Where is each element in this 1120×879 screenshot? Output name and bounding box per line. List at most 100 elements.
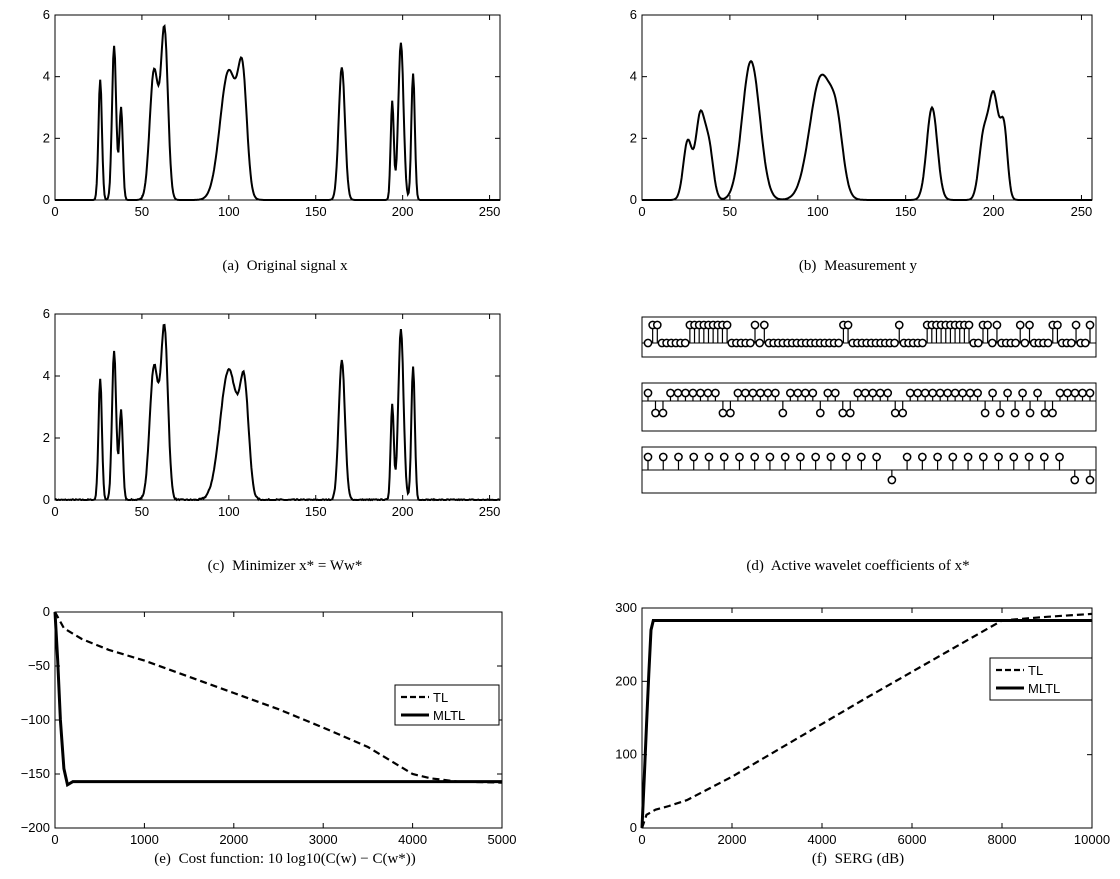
y-tick-label-c: 6 xyxy=(43,306,50,321)
stem-marker xyxy=(964,320,974,330)
x-tick-label-a: 100 xyxy=(218,204,240,219)
stem-marker xyxy=(826,452,836,462)
stem-marker xyxy=(883,388,893,398)
series-line-tl xyxy=(54,611,503,784)
x-tick-label-c: 100 xyxy=(218,504,240,519)
stem-marker xyxy=(681,388,690,398)
stem-marker xyxy=(1024,452,1034,462)
stem-marker xyxy=(722,320,732,330)
stem-marker xyxy=(845,408,855,418)
y-tick-label-e: −100 xyxy=(21,712,50,727)
stem-marker xyxy=(750,320,760,330)
x-tick-label-a: 150 xyxy=(305,204,327,219)
x-tick-label-c: 50 xyxy=(135,504,149,519)
stem-marker xyxy=(1043,338,1053,348)
y-tick-label-e: −200 xyxy=(21,820,50,835)
legend-label-mltl: MLTL xyxy=(1028,681,1060,696)
stem-marker xyxy=(965,388,975,398)
stem-marker xyxy=(674,452,683,462)
stem-marker xyxy=(703,388,713,398)
stem-marker xyxy=(1025,320,1034,330)
x-tick-label-e: 5000 xyxy=(488,832,517,847)
stem-marker xyxy=(658,408,668,418)
stem-marker xyxy=(1039,452,1049,462)
stem-marker xyxy=(1055,452,1064,462)
caption-b-label: (b) xyxy=(798,258,817,274)
x-tick-label-e: 0 xyxy=(51,832,58,847)
stem-marker xyxy=(759,320,769,330)
legend-box-f xyxy=(989,657,1093,701)
y-tick-label-f: 0 xyxy=(630,820,637,835)
stem-marker xyxy=(1015,320,1025,330)
stem-marker xyxy=(780,452,790,462)
chart-panel-f: 0 2000 4000 6000 8000 10000 0 100 200 300 TL MLTL xyxy=(615,600,1110,847)
stem-marker xyxy=(917,452,927,462)
stem-marker xyxy=(898,408,908,418)
stem-marker xyxy=(689,452,699,462)
plot-frame-b xyxy=(641,14,1093,201)
stem-marker xyxy=(1080,338,1090,348)
stem-marker xyxy=(719,452,729,462)
x-tick-label-b: 150 xyxy=(895,204,917,219)
stem-marker xyxy=(1071,320,1081,330)
series-line-mltl xyxy=(53,611,502,788)
stem-row-frame-1 xyxy=(641,382,1097,432)
caption-a: (a) Original signal x xyxy=(15,258,555,275)
x-tick-label-f: 2000 xyxy=(718,832,747,847)
stem-marker xyxy=(894,320,904,330)
stem-marker xyxy=(943,388,953,398)
caption-d-text: Active wavelet coefficients of x* xyxy=(770,558,970,574)
stem-marker xyxy=(1085,475,1095,485)
stem-marker xyxy=(933,452,942,462)
stem-marker xyxy=(796,452,805,462)
stem-marker xyxy=(1033,388,1042,398)
stem-marker xyxy=(1078,388,1087,398)
stem-marker xyxy=(711,388,720,398)
stem-marker xyxy=(1067,338,1076,348)
stem-marker xyxy=(973,388,982,398)
x-tick-label-c: 250 xyxy=(479,504,501,519)
stem-marker xyxy=(748,388,758,398)
series-line-tl xyxy=(640,612,1093,829)
stem-marker xyxy=(815,408,825,418)
stem-marker xyxy=(843,320,853,330)
x-tick-label-a: 250 xyxy=(479,204,501,219)
stem-marker xyxy=(643,338,653,348)
stem-marker xyxy=(890,408,900,418)
legend-label-tl: TL xyxy=(433,690,448,705)
y-tick-label-a: 4 xyxy=(43,69,50,84)
stem-marker xyxy=(973,338,983,348)
stem-marker xyxy=(688,388,698,398)
stem-marker xyxy=(652,320,662,330)
caption-a-label: (a) xyxy=(222,258,240,274)
y-tick-label-b: 4 xyxy=(630,69,637,84)
stem-marker xyxy=(920,388,930,398)
stem-marker xyxy=(680,338,690,348)
chart-panel-e: 0 1000 2000 3000 4000 5000 0 −50 −100 −150 −200 TL M… xyxy=(21,604,517,847)
caption-f-label: (f) xyxy=(811,851,827,867)
stem-marker xyxy=(1063,388,1072,398)
y-tick-label-b: 0 xyxy=(630,192,637,207)
y-tick-label-f: 100 xyxy=(615,747,637,762)
stem-marker xyxy=(853,388,863,398)
caption-a-text: Original signal x xyxy=(246,258,348,274)
y-tick-label-b: 6 xyxy=(630,7,637,22)
x-tick-label-b: 0 xyxy=(638,204,645,219)
stem-marker xyxy=(746,338,755,348)
stem-marker xyxy=(823,388,833,398)
stem-marker xyxy=(841,452,851,462)
caption-e-text: Cost function: 10 log10(C(w) − C(w*)) xyxy=(178,851,416,867)
y-tick-label-a: 0 xyxy=(43,192,50,207)
y-tick-label-a: 2 xyxy=(43,130,50,145)
caption-f: (f) SERG (dB) xyxy=(588,851,1120,868)
y-tick-label-e: −50 xyxy=(28,658,50,673)
caption-b-text: Measurement y xyxy=(824,258,918,274)
x-tick-label-e: 3000 xyxy=(309,832,338,847)
caption-e-label: (e) xyxy=(154,851,171,867)
legend-label-mltl: MLTL xyxy=(433,708,465,723)
stem-marker xyxy=(963,452,973,462)
x-tick-label-b: 200 xyxy=(983,204,1005,219)
stem-marker xyxy=(830,388,840,398)
stem-marker xyxy=(1003,388,1012,398)
legend-box-e xyxy=(394,684,500,726)
